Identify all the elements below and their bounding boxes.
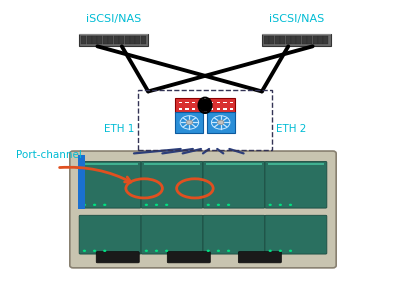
Bar [209,101,213,103]
Bar [317,36,322,44]
Circle shape [93,204,96,206]
Bar [269,36,274,44]
Ellipse shape [199,100,210,111]
Bar [267,163,323,165]
Text: ETH 2: ETH 2 [275,124,306,134]
Circle shape [217,120,223,125]
Bar [78,155,85,209]
Circle shape [206,204,209,206]
Bar [192,101,195,103]
Bar [185,101,188,103]
FancyBboxPatch shape [264,161,326,208]
Circle shape [186,120,192,125]
Bar [124,36,129,44]
Bar [86,36,92,44]
Circle shape [216,250,220,252]
Circle shape [226,250,230,252]
Bar [205,163,262,165]
Circle shape [83,250,86,252]
FancyBboxPatch shape [261,34,330,46]
FancyBboxPatch shape [141,215,202,254]
Bar [307,36,311,44]
Circle shape [83,204,86,206]
Text: Port-channel: Port-channel [16,150,82,160]
Bar [296,36,301,44]
Bar [285,36,290,44]
FancyBboxPatch shape [206,112,234,133]
Bar [223,101,226,103]
FancyBboxPatch shape [79,215,141,254]
Bar [192,108,195,110]
FancyBboxPatch shape [202,161,264,208]
Text: iSCSI/NAS: iSCSI/NAS [268,14,323,24]
Bar [143,163,200,165]
Circle shape [144,204,147,206]
Bar [274,36,279,44]
Bar [279,36,284,44]
Bar [312,36,317,44]
Bar [113,36,118,44]
Bar [301,36,306,44]
Bar [81,36,86,44]
Bar [198,108,202,110]
Bar [119,36,124,44]
Bar [108,36,113,44]
Bar [82,163,138,165]
Text: ETH 1: ETH 1 [103,124,134,134]
FancyBboxPatch shape [175,98,203,113]
Bar [141,36,145,44]
FancyBboxPatch shape [167,252,210,263]
FancyBboxPatch shape [141,161,202,208]
Bar [230,108,233,110]
FancyBboxPatch shape [238,252,281,263]
Bar [178,108,181,110]
Circle shape [268,204,271,206]
Text: iSCSI/NAS: iSCSI/NAS [86,14,141,24]
FancyBboxPatch shape [206,98,234,113]
Circle shape [288,204,292,206]
Circle shape [206,250,209,252]
FancyBboxPatch shape [96,252,139,263]
Bar [263,36,268,44]
Bar [92,36,97,44]
Bar [198,101,202,103]
Bar [323,36,328,44]
Circle shape [216,204,220,206]
Bar [209,108,213,110]
Bar [185,108,188,110]
Bar [102,36,108,44]
Circle shape [164,204,168,206]
Bar [223,108,226,110]
Circle shape [154,250,158,252]
Circle shape [226,204,230,206]
Circle shape [278,250,281,252]
Bar [130,36,134,44]
Bar [216,101,220,103]
Bar [79,34,148,35]
Bar [178,101,181,103]
Ellipse shape [199,100,210,111]
Circle shape [278,204,281,206]
Bar [230,101,233,103]
Bar [97,36,102,44]
FancyBboxPatch shape [264,215,326,254]
Circle shape [288,250,292,252]
Circle shape [103,250,106,252]
Circle shape [103,204,106,206]
Bar [216,108,220,110]
Circle shape [268,250,271,252]
FancyBboxPatch shape [79,161,141,208]
FancyBboxPatch shape [79,34,148,46]
FancyBboxPatch shape [175,112,203,133]
Circle shape [154,204,158,206]
Bar [135,36,140,44]
FancyBboxPatch shape [202,215,264,254]
Circle shape [164,250,168,252]
Circle shape [93,250,96,252]
Bar [290,36,295,44]
Circle shape [144,250,147,252]
FancyBboxPatch shape [70,151,335,268]
Bar [261,34,330,35]
